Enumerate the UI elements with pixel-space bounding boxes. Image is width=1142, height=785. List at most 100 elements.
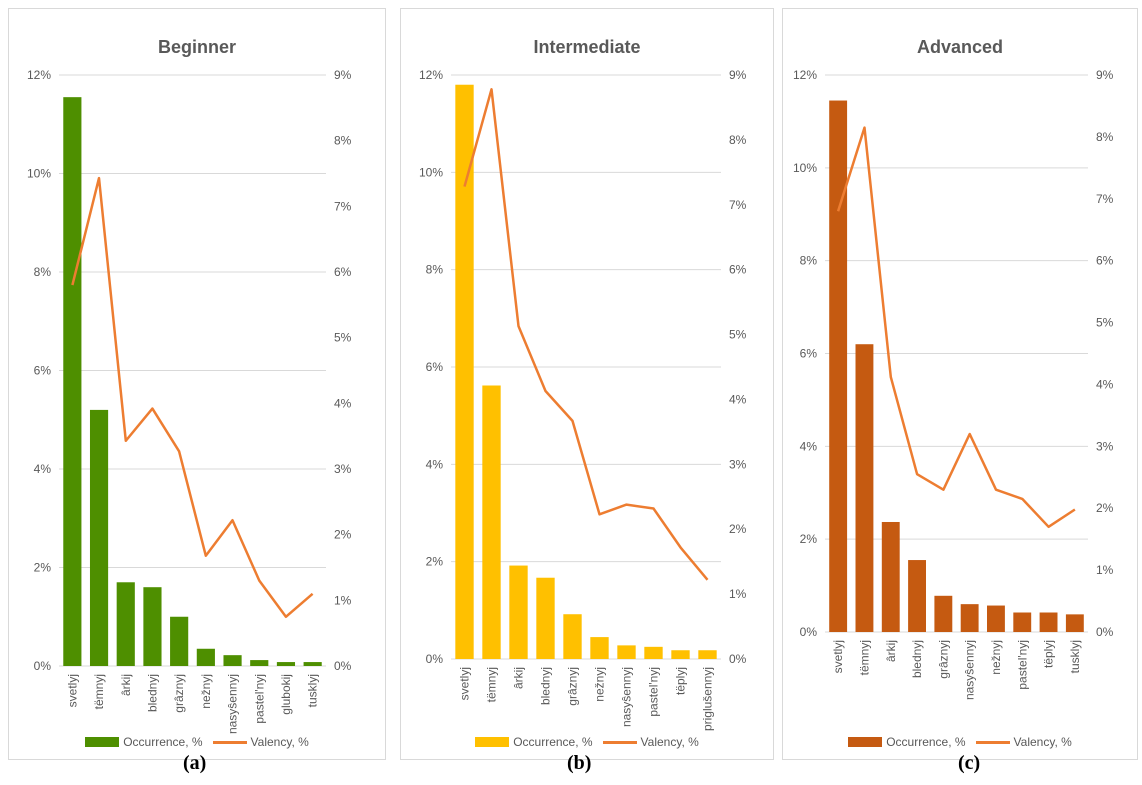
y-tick-label-right: 3%	[729, 457, 747, 471]
x-tick-label: nasyŝennyj	[226, 674, 240, 734]
y-tick-label-right: 9%	[729, 68, 747, 82]
chart-legend: Occurrence, % Valency, %	[9, 735, 385, 749]
y-tick-label-right: 6%	[334, 265, 352, 279]
bar	[671, 650, 690, 659]
bar	[908, 560, 926, 632]
y-tick-label-left: 10%	[793, 161, 817, 175]
chart-plot-advanced: 0% 2% 4% 6% 8% 10% 12% 0% 1% 2% 3% 4% 5% 6% 7% 8% 9% svet…	[793, 68, 1114, 700]
y-tick-label-left: 2%	[34, 561, 52, 575]
x-tick-label: tёmnyj	[857, 640, 871, 675]
y-tick-label-left: 2%	[426, 555, 444, 569]
y-tick-label-right: 2%	[729, 522, 747, 536]
bar	[698, 650, 717, 659]
bar	[250, 660, 269, 666]
subfigure-label-b: (b)	[567, 752, 592, 774]
x-tick-label: svetlyj	[65, 674, 79, 707]
x-tick-label: tёplyj	[1042, 640, 1056, 668]
y-tick-label-left: 2%	[800, 532, 818, 546]
y-tick-label-right: 5%	[334, 331, 352, 345]
subfigure-label-c: (c)	[958, 752, 981, 774]
bar	[170, 616, 189, 666]
y-tick-label-right: 5%	[729, 328, 747, 342]
bar	[482, 385, 501, 659]
bar	[855, 344, 874, 632]
legend-label-valency: Valency, %	[1013, 735, 1072, 749]
y-tick-label-left: 8%	[800, 254, 818, 268]
bar	[143, 587, 162, 666]
chart-plot-intermediate: 0% 2% 4% 6% 8% 10% 12% 0% 1% 2% 3% 4% 5% 6% 7% 8% 9% svet…	[419, 68, 747, 731]
bar	[276, 662, 296, 666]
x-tick-label: blednyj	[145, 674, 159, 712]
y-tick-label-right: 2%	[1096, 501, 1114, 515]
y-tick-label-left: 8%	[426, 263, 444, 277]
y-tick-label-right: 9%	[1096, 68, 1114, 82]
bar	[223, 655, 242, 666]
bar	[89, 409, 109, 666]
valency-line	[463, 88, 709, 581]
x-tick-label: svetlyj	[831, 640, 845, 673]
x-tick-label: glubokij	[279, 674, 293, 715]
chart-title: Intermediate	[533, 37, 641, 57]
y-tick-label-right: 6%	[1096, 254, 1114, 268]
bar	[829, 100, 848, 632]
legend-swatch-valency	[602, 740, 637, 744]
y-tick-label-right: 1%	[1096, 563, 1114, 577]
y-tick-label-left: 8%	[34, 265, 52, 279]
y-tick-label-left: 10%	[419, 165, 443, 179]
bar	[563, 614, 582, 659]
y-tick-label-left: 12%	[793, 68, 817, 82]
legend-swatch-valency	[975, 740, 1010, 744]
legend-swatch-occurrence	[848, 737, 883, 747]
x-tick-label: tёmnyj	[92, 674, 106, 709]
bar	[1013, 612, 1032, 632]
y-tick-label-right: 9%	[334, 68, 352, 82]
bar	[303, 662, 322, 666]
legend-item-occurrence: Occurrence, %	[848, 735, 966, 749]
y-tick-label-right: 8%	[729, 133, 747, 147]
y-tick-label-left: 6%	[426, 360, 444, 374]
y-tick-label-right: 4%	[334, 396, 352, 410]
y-tick-label-right: 2%	[334, 528, 352, 542]
legend-item-valency: Valency, %	[975, 735, 1072, 749]
x-tick-label: nasyŝennyj	[620, 667, 634, 727]
bar	[644, 646, 663, 659]
chart-legend: Occurrence, % Valency, %	[783, 735, 1137, 749]
y-tick-label-left: 0%	[34, 659, 52, 673]
y-tick-label-right: 5%	[1096, 316, 1114, 330]
chart-legend: Occurrence, % Valency, %	[401, 735, 773, 749]
legend-item-valency: Valency, %	[212, 735, 309, 749]
y-tick-label-left: 0%	[800, 625, 818, 639]
y-tick-label-right: 7%	[729, 198, 747, 212]
x-tick-label: tёmnyj	[485, 667, 499, 702]
x-tick-label: ârkij	[512, 667, 526, 689]
bar	[960, 604, 979, 632]
y-tick-label-right: 1%	[729, 587, 747, 601]
legend-item-occurrence: Occurrence, %	[85, 735, 203, 749]
bar	[1065, 614, 1084, 632]
y-tick-label-left: 6%	[800, 347, 818, 361]
valency-line	[836, 126, 1076, 529]
x-tick-label: blednyj	[910, 640, 924, 678]
x-tick-label: nasyŝennyj	[963, 640, 977, 700]
legend-swatch-occurrence	[85, 737, 120, 747]
chart-plot-beginner: 0% 2% 4% 6% 8% 10% 12% 0% 1% 2% 3% 4% 5% 6% 7% 8% 9% svet…	[27, 68, 352, 734]
x-tick-label: tusklyj	[1068, 640, 1082, 673]
y-tick-label-right: 0%	[334, 659, 352, 673]
bar	[617, 645, 636, 659]
y-tick-label-left: 4%	[426, 457, 444, 471]
y-tick-label-right: 6%	[729, 263, 747, 277]
y-tick-label-right: 4%	[1096, 377, 1114, 391]
y-tick-label-left: 6%	[34, 364, 52, 378]
x-tick-label: pastel'nyj	[647, 667, 661, 717]
bar	[509, 565, 528, 659]
bar	[455, 84, 474, 659]
bar	[196, 648, 215, 666]
x-tick-label: grâznyj	[172, 674, 186, 713]
chart-title: Advanced	[916, 37, 1004, 57]
x-tick-label: grâznyj	[936, 640, 950, 679]
bar	[536, 577, 555, 659]
y-tick-label-left: 12%	[27, 68, 51, 82]
subfigure-label-a: (a)	[183, 752, 207, 774]
y-tick-label-right: 8%	[1096, 130, 1114, 144]
legend-item-occurrence: Occurrence, %	[475, 735, 593, 749]
